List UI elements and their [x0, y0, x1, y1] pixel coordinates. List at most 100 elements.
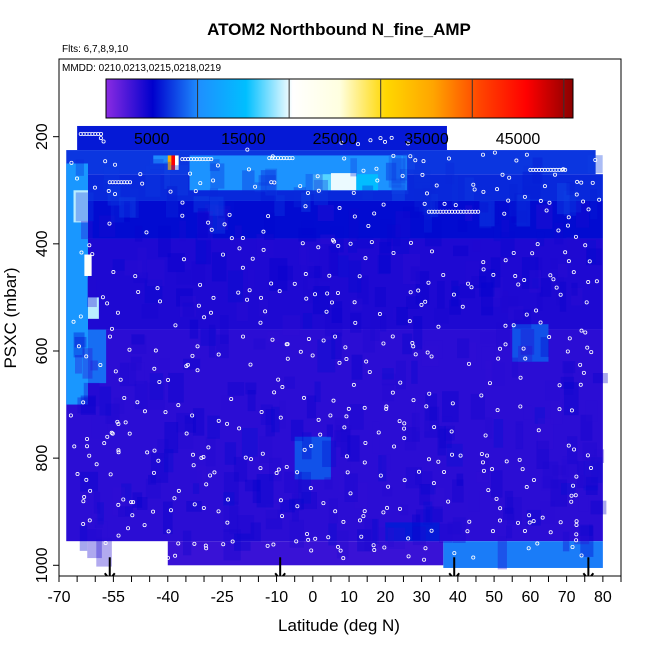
sample-point: [306, 336, 311, 341]
surface-marker-head: [448, 572, 460, 576]
texture-cell: [75, 159, 84, 176]
sample-point: [158, 299, 163, 304]
texture-cell: [586, 240, 596, 264]
sample-point: [203, 543, 208, 548]
texture-cell: [307, 265, 322, 279]
sample-point: [569, 493, 574, 498]
texture-cell: [336, 530, 349, 559]
texture-cell: [205, 204, 220, 215]
sample-point: [109, 430, 114, 435]
sample-point: [348, 241, 353, 246]
sample-point: [362, 405, 367, 410]
sample-point: [285, 356, 290, 361]
texture-cell: [587, 155, 603, 174]
texture-cell: [388, 527, 406, 549]
sample-point: [441, 273, 446, 278]
sample-point: [527, 513, 532, 518]
texture-cell: [492, 362, 505, 386]
sample-point: [272, 390, 277, 395]
texture-cell: [481, 277, 492, 297]
texture-cell: [209, 200, 226, 234]
heatmap-cell: [77, 125, 447, 151]
surface-marker-head: [274, 572, 286, 576]
sample-point: [511, 323, 516, 328]
sample-point: [498, 346, 503, 351]
sample-point: [211, 178, 216, 183]
sample-point: [226, 497, 231, 502]
texture-cell: [482, 290, 500, 307]
texture-cell: [378, 527, 394, 547]
y-tick-label: 200: [34, 123, 51, 150]
texture-cell: [515, 421, 524, 450]
sample-point: [87, 518, 92, 523]
sample-point: [168, 189, 173, 194]
sample-point: [571, 483, 576, 488]
sample-point: [429, 528, 434, 533]
chart-title: ATOM2 Northbound N_fine_AMP: [207, 20, 471, 39]
sample-point: [375, 178, 380, 183]
texture-cell: [291, 493, 299, 522]
texture-cell: [464, 177, 474, 201]
texture-cell: [503, 507, 515, 521]
texture-cell: [423, 501, 433, 525]
sample-point: [225, 520, 230, 525]
texture-cell: [99, 215, 116, 237]
texture-cell: [337, 255, 349, 278]
texture-cell: [424, 219, 442, 247]
sample-point: [265, 543, 270, 548]
sample-point: [342, 156, 347, 161]
texture-cell: [592, 373, 608, 384]
sample-point: [384, 404, 389, 409]
sample-point: [142, 409, 147, 414]
texture-cell: [415, 509, 431, 523]
sample-point: [316, 188, 321, 193]
sample-point: [259, 410, 264, 415]
sample-point: [190, 353, 195, 358]
texture-cell: [535, 257, 543, 277]
texture-cell: [207, 415, 220, 439]
texture-cell: [387, 224, 401, 247]
texture-cell: [103, 166, 120, 181]
texture-cell: [136, 497, 148, 510]
sample-point: [570, 544, 575, 549]
texture-cell: [556, 183, 570, 215]
texture-cell: [233, 456, 248, 482]
sample-point: [597, 197, 602, 202]
sample-point: [585, 453, 590, 458]
texture-cell: [269, 457, 282, 482]
sample-point: [524, 152, 529, 157]
texture-cell: [522, 171, 541, 199]
sample-point: [420, 172, 425, 177]
texture-cell: [216, 209, 229, 230]
sample-point: [122, 395, 127, 400]
sample-point: [558, 520, 563, 525]
sample-point: [190, 452, 195, 457]
texture-cell: [403, 206, 420, 218]
sample-point: [574, 532, 579, 537]
texture-cell: [580, 525, 594, 557]
sample-point: [372, 211, 377, 216]
texture-cell: [350, 312, 362, 333]
texture-cell: [348, 260, 362, 293]
texture-cell: [216, 334, 229, 359]
sample-point: [427, 391, 432, 396]
texture-cell: [552, 465, 566, 476]
texture-cell: [320, 234, 335, 245]
texture-cell: [177, 423, 194, 449]
texture-cell: [317, 339, 336, 373]
sample-point: [295, 504, 300, 509]
texture-cell: [536, 231, 545, 247]
texture-cell: [93, 491, 101, 514]
texture-cell: [476, 471, 489, 483]
sample-point: [534, 308, 539, 313]
sample-point: [557, 383, 562, 388]
texture-cell: [128, 362, 145, 385]
texture-cell: [467, 342, 477, 364]
texture-cell: [328, 245, 339, 276]
texture-cell: [183, 358, 201, 370]
x-tick-label: 40: [449, 589, 467, 606]
texture-cell: [338, 479, 354, 493]
texture-cell: [515, 424, 523, 449]
sample-point: [518, 375, 523, 380]
sample-point: [259, 295, 264, 300]
